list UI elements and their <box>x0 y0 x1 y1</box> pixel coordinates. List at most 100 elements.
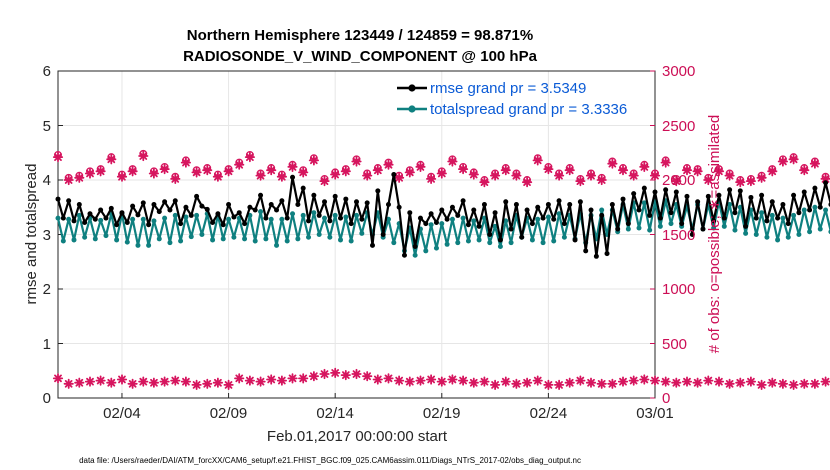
rmse-point <box>705 193 711 199</box>
y-axis-right-label: # of obs: o=possible; ∗=assimilated <box>706 115 723 354</box>
spread-point <box>311 210 317 216</box>
obs-bottom-marker <box>74 377 85 388</box>
obs-bottom-marker <box>596 378 607 389</box>
data-file-footnote: data file: /Users/raeder/DAI/ATM_forcXX/… <box>79 456 581 465</box>
rmse-point <box>657 215 663 221</box>
rmse-point <box>146 222 152 228</box>
rmse-point <box>444 216 450 222</box>
rmse-point <box>332 193 338 199</box>
obs-assimilated-marker <box>458 164 469 175</box>
spread-point <box>465 238 471 244</box>
y-tick-left: 1 <box>43 336 51 353</box>
obs-assimilated-marker <box>362 170 373 181</box>
obs-assimilated-marker <box>575 176 586 187</box>
rmse-point <box>641 185 647 191</box>
y-tick-left: 2 <box>43 281 51 298</box>
rmse-point <box>796 210 802 216</box>
obs-bottom-marker <box>330 367 341 378</box>
obs-assimilated-marker <box>447 156 458 167</box>
rmse-point <box>647 212 653 218</box>
spread-point <box>471 218 477 224</box>
spread-point <box>812 204 818 210</box>
spread-point <box>625 226 631 232</box>
rmse-point <box>737 188 743 194</box>
obs-assimilated-marker <box>522 177 533 188</box>
rmse-point <box>423 221 429 227</box>
x-tick-label: 02/24 <box>530 405 568 422</box>
obs-bottom-marker <box>95 375 106 386</box>
obs-assimilated-marker <box>564 165 575 176</box>
rmse-point <box>151 202 157 208</box>
y-tick-right: 0 <box>662 390 670 407</box>
rmse-point <box>66 198 72 204</box>
rmse-point <box>727 187 733 193</box>
obs-assimilated-marker <box>628 170 639 181</box>
y-axis-right: 0 500 1000 1500 2000 2500 3000 <box>662 63 695 407</box>
rmse-point <box>279 198 285 204</box>
rmse-point <box>545 202 551 208</box>
rmse-point <box>497 237 503 243</box>
obs-assimilated-marker <box>383 159 394 170</box>
rmse-point <box>284 215 290 221</box>
obs-bottom-marker <box>799 378 810 389</box>
obs-bottom-marker <box>639 374 650 385</box>
rmse-point <box>348 221 354 227</box>
obs-assimilated-marker <box>202 165 213 176</box>
obs-bottom-marker <box>649 375 661 386</box>
legend-marker-spread <box>408 105 416 113</box>
obs-assimilated-marker <box>74 172 85 183</box>
spread-point <box>263 236 269 242</box>
rmse-point <box>385 202 391 208</box>
rmse-point <box>652 189 658 195</box>
spread-point <box>348 238 354 244</box>
rmse-point <box>108 205 114 211</box>
spread-point <box>545 214 551 220</box>
rmse-point <box>700 226 706 232</box>
rmse-point <box>300 185 306 191</box>
rmse-point <box>540 215 546 221</box>
y-axis-left-label: rmse and totalspread <box>23 164 40 305</box>
rmse-point <box>529 221 535 227</box>
spread-point <box>391 240 397 246</box>
obs-assimilated-marker <box>106 154 117 165</box>
obs-assimilated-marker <box>276 171 287 182</box>
obs-assimilated-marker <box>554 170 565 181</box>
obs-assimilated-marker <box>255 170 266 181</box>
obs-assimilated-marker <box>809 158 820 169</box>
spread-point <box>146 242 152 248</box>
rmse-point <box>684 193 690 199</box>
legend-marker-rmse <box>408 84 416 92</box>
rmse-point <box>609 202 615 208</box>
obs-assimilated-marker <box>511 170 522 181</box>
spread-point <box>130 216 136 222</box>
obs-assimilated-marker <box>532 155 543 166</box>
obs-assimilated-marker <box>244 152 255 163</box>
rmse-point <box>604 251 610 257</box>
rmse-point <box>769 199 775 205</box>
rmse-point <box>274 207 280 213</box>
obs-assimilated-marker <box>52 152 64 163</box>
rmse-point <box>476 223 482 229</box>
rmse-point <box>103 215 109 221</box>
spread-point <box>561 234 567 240</box>
rmse-point <box>220 222 226 228</box>
spread-point <box>444 241 450 247</box>
rmse-point <box>375 188 381 194</box>
rmse-point <box>785 221 791 227</box>
spread-point <box>252 238 258 244</box>
spread-point <box>55 215 61 221</box>
rmse-point <box>465 222 471 228</box>
obs-assimilated-marker <box>287 161 298 172</box>
spread-point <box>295 236 301 242</box>
spread-point <box>455 240 461 246</box>
rmse-point <box>780 202 786 208</box>
spread-point <box>188 234 194 240</box>
obs-bottom-marker <box>84 376 96 387</box>
obs-assimilated-marker <box>138 150 149 162</box>
obs-bottom-marker <box>106 377 117 388</box>
spread-point <box>428 222 434 228</box>
spread-point <box>226 216 232 222</box>
rmse-point <box>551 216 557 222</box>
rmse-point <box>76 202 82 208</box>
legend-label-spread: totalspread grand pr = 3.3336 <box>430 101 627 118</box>
